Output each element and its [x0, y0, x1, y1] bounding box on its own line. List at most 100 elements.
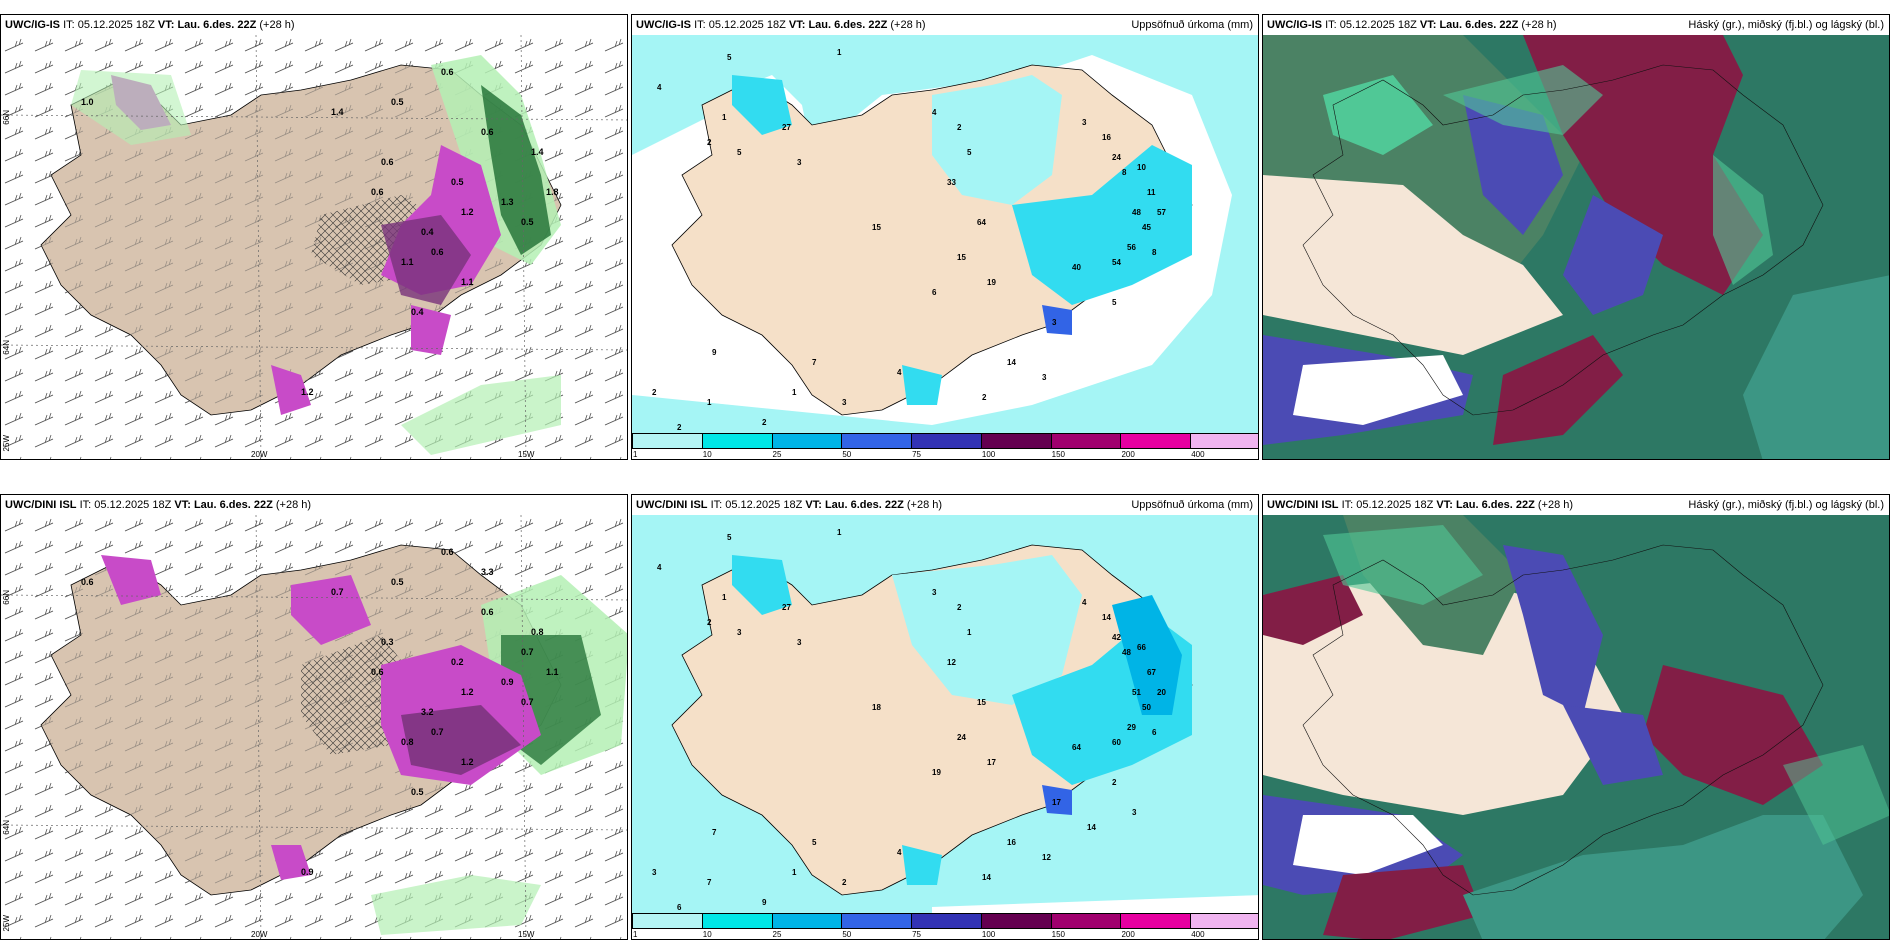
panel-header: UWC/IG-IS IT: 05.12.2025 18Z VT: Lau. 6.… — [1, 15, 627, 35]
map-value-label: 40 — [1072, 263, 1081, 272]
panel-title: Háský (gr.), miðský (fj.bl.) og lágský (… — [1688, 499, 1884, 511]
lead-time: (+28 h) — [906, 499, 943, 511]
model-name: UWC/DINI ISL — [636, 499, 708, 511]
map-value-label: 4 — [897, 368, 902, 377]
colorbar-swatch — [1120, 433, 1192, 449]
map-value-label: 0.7 — [431, 727, 444, 737]
map-value-label: 2 — [957, 603, 962, 612]
map-value-label: 64 — [977, 218, 986, 227]
map-value-label: 3 — [1052, 318, 1057, 327]
map-value-label: 4 — [657, 83, 662, 92]
colorbar-tick-label: 1 — [633, 450, 638, 459]
map-value-label: 0.9 — [301, 867, 314, 877]
map-value-label: 3.3 — [481, 567, 494, 577]
vt-value: Lau. 6.des. 22Z — [824, 499, 904, 511]
lead-time: (+28 h) — [890, 19, 926, 31]
colorbar-tick-label: 50 — [842, 930, 852, 939]
map-value-label: 2 — [842, 878, 847, 887]
colorbar-swatch — [841, 433, 913, 449]
precip-type-panel-top: UWC/IG-IS IT: 05.12.2025 18Z VT: Lau. 6.… — [0, 14, 628, 460]
map-value-label: 0.6 — [381, 157, 394, 167]
map-value-label: 54 — [1112, 258, 1121, 267]
map-value-label: 14 — [1102, 613, 1111, 622]
cloud-cover-panel-bottom: UWC/DINI ISL IT: 05.12.2025 18Z VT: Lau.… — [1262, 494, 1890, 940]
map-value-label: 2 — [982, 393, 987, 402]
map-value-label: 5 — [727, 533, 732, 542]
colorbar-swatch — [911, 433, 982, 449]
colorbar-tick-label: 200 — [1121, 930, 1135, 939]
map-value-label: 4 — [932, 108, 937, 117]
map-value-label: 48 — [1122, 648, 1131, 657]
colorbar-swatch — [632, 913, 703, 929]
vt-label: VT: — [788, 19, 806, 31]
colorbar-swatch — [1190, 913, 1258, 929]
map-value-label: 24 — [957, 733, 966, 742]
lat-label-64n: 64N — [2, 820, 11, 835]
map-value-label: 1.2 — [301, 387, 314, 397]
colorbar-swatch — [1190, 433, 1258, 449]
map-value-label: 0.7 — [521, 697, 534, 707]
colorbar-swatch — [701, 913, 773, 929]
it-value: 05.12.2025 18Z — [725, 499, 803, 511]
map-value-label: 3 — [652, 868, 657, 877]
map-value-label: 12 — [947, 658, 956, 667]
map-value-label: 3 — [1042, 373, 1047, 382]
map-value-label: 1 — [792, 388, 797, 397]
colorbar-tick-label: 150 — [1051, 930, 1066, 939]
map-value-label: 0.4 — [421, 227, 434, 237]
map-value-label: 29 — [1127, 723, 1136, 732]
lead-time: (+28 h) — [259, 19, 295, 31]
map-value-label: 1.4 — [531, 147, 544, 157]
lon-label-15w: 15W — [518, 930, 535, 939]
map-value-label: 0.5 — [391, 577, 404, 587]
panel-header: UWC/IG-IS IT: 05.12.2025 18Z VT: Lau. 6.… — [1263, 15, 1889, 35]
map-value-label: 1.0 — [81, 97, 94, 107]
map-value-label: 33 — [947, 178, 956, 187]
map-value-label: 0.6 — [481, 607, 494, 617]
vt-value: Lau. 6.des. 22Z — [808, 19, 888, 31]
map-value-label: 2 — [707, 138, 712, 147]
map-value-label: 16 — [1007, 838, 1016, 847]
map-value-label: 0.7 — [331, 587, 344, 597]
it-value: 05.12.2025 18Z — [94, 499, 172, 511]
map-value-label: 24 — [1112, 153, 1121, 162]
map-value-label: 6 — [1152, 728, 1157, 737]
map-value-label: 0.2 — [451, 657, 464, 667]
vt-value: Lau. 6.des. 22Z — [1439, 19, 1519, 31]
colorbar-swatch — [632, 433, 703, 449]
map-value-label: 1.4 — [331, 107, 344, 117]
it-label: IT: — [1325, 19, 1337, 31]
map-value-label: 19 — [987, 278, 996, 287]
map-value-label: 3 — [842, 398, 847, 407]
map-value-label: 11 — [1147, 188, 1156, 197]
map-value-label: 0.8 — [531, 627, 544, 637]
map-value-label: 7 — [812, 358, 817, 367]
map-value-label: 14 — [1007, 358, 1016, 367]
map-value-label: 60 — [1112, 738, 1121, 747]
map-value-label: 7 — [712, 828, 717, 837]
panel-title: Uppsöfnuð úrkoma (mm) — [1131, 499, 1253, 511]
lon-label-25w: 25W — [2, 435, 11, 452]
map-value-label: 17 — [987, 758, 996, 767]
map-value-label: 2 — [707, 618, 712, 627]
model-name: UWC/IG-IS — [636, 19, 691, 31]
map-value-label: 1 — [722, 113, 727, 122]
map-value-label: 10 — [1137, 163, 1146, 172]
colorbar-tick-label: 100 — [981, 450, 996, 459]
colorbar-tick-label: 400 — [1191, 450, 1205, 459]
colorbar-tick-label: 1 — [633, 930, 638, 939]
colorbar-tick-label: 25 — [772, 450, 782, 459]
map-value-label: 0.9 — [501, 677, 514, 687]
colorbar-swatch — [841, 913, 913, 929]
lon-label-20w: 20W — [251, 450, 268, 459]
colorbar-swatch — [771, 913, 843, 929]
map-value-label: 0.7 — [521, 647, 534, 657]
map-value-label: 1.2 — [461, 207, 474, 217]
map-value-label: 3.2 — [421, 707, 434, 717]
map-value-label: 6 — [932, 288, 937, 297]
lat-label-66n: 66N — [2, 110, 11, 125]
map-value-label: 27 — [782, 123, 791, 132]
map-value-label: 48 — [1132, 208, 1141, 217]
colorbar-tick-label: 150 — [1051, 450, 1066, 459]
map-value-label: 50 — [1142, 703, 1151, 712]
